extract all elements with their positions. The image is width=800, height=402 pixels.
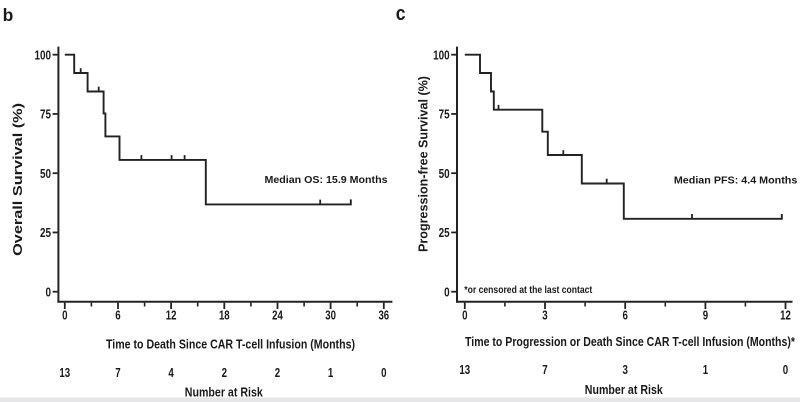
- svg-text:Overall Survival (%): Overall Survival (%): [11, 103, 25, 256]
- svg-text:Time to Progression or Death S: Time to Progression or Death Since CAR T…: [465, 335, 795, 349]
- svg-text:Number at Risk: Number at Risk: [585, 383, 663, 397]
- svg-text:2: 2: [222, 365, 227, 380]
- svg-text:c: c: [396, 2, 406, 24]
- svg-text:Progression-free Survival (%): Progression-free Survival (%): [416, 76, 430, 252]
- svg-text:b: b: [3, 5, 14, 25]
- svg-text:*or censored at the last conta: *or censored at the last contact: [464, 285, 593, 296]
- svg-text:100: 100: [433, 47, 450, 62]
- svg-text:75: 75: [40, 107, 51, 122]
- svg-text:100: 100: [35, 47, 52, 62]
- svg-text:7: 7: [115, 365, 120, 380]
- svg-text:0: 0: [381, 365, 386, 380]
- svg-text:3: 3: [542, 307, 547, 322]
- svg-text:6: 6: [623, 307, 628, 322]
- svg-text:36: 36: [378, 307, 389, 322]
- svg-text:30: 30: [325, 307, 336, 322]
- svg-text:Number at Risk: Number at Risk: [185, 386, 263, 400]
- svg-text:0: 0: [62, 307, 67, 322]
- svg-text:6: 6: [115, 307, 120, 322]
- svg-text:0: 0: [46, 284, 52, 299]
- svg-text:3: 3: [623, 362, 628, 377]
- svg-text:0: 0: [444, 284, 450, 299]
- svg-text:Median PFS: 4.4 Months: Median PFS: 4.4 Months: [674, 175, 798, 187]
- svg-text:13: 13: [459, 362, 470, 377]
- svg-text:12: 12: [780, 307, 791, 322]
- svg-text:4: 4: [168, 365, 174, 380]
- svg-text:75: 75: [439, 107, 450, 122]
- svg-text:24: 24: [272, 307, 283, 322]
- svg-text:13: 13: [59, 365, 70, 380]
- svg-text:0: 0: [783, 362, 788, 377]
- svg-text:25: 25: [439, 225, 450, 240]
- svg-text:7: 7: [542, 362, 547, 377]
- svg-text:Time to Death Since CAR T-cell: Time to Death Since CAR T-cell Infusion …: [106, 337, 355, 351]
- svg-text:50: 50: [40, 166, 51, 181]
- svg-text:1: 1: [703, 362, 708, 377]
- svg-text:9: 9: [703, 307, 708, 322]
- svg-text:50: 50: [439, 166, 450, 181]
- svg-text:18: 18: [219, 307, 230, 322]
- svg-text:25: 25: [40, 225, 51, 240]
- svg-text:2: 2: [275, 365, 280, 380]
- svg-text:Median OS: 15.9 Months: Median OS: 15.9 Months: [265, 174, 388, 186]
- svg-text:0: 0: [462, 307, 467, 322]
- svg-text:12: 12: [166, 307, 177, 322]
- svg-text:1: 1: [328, 365, 333, 380]
